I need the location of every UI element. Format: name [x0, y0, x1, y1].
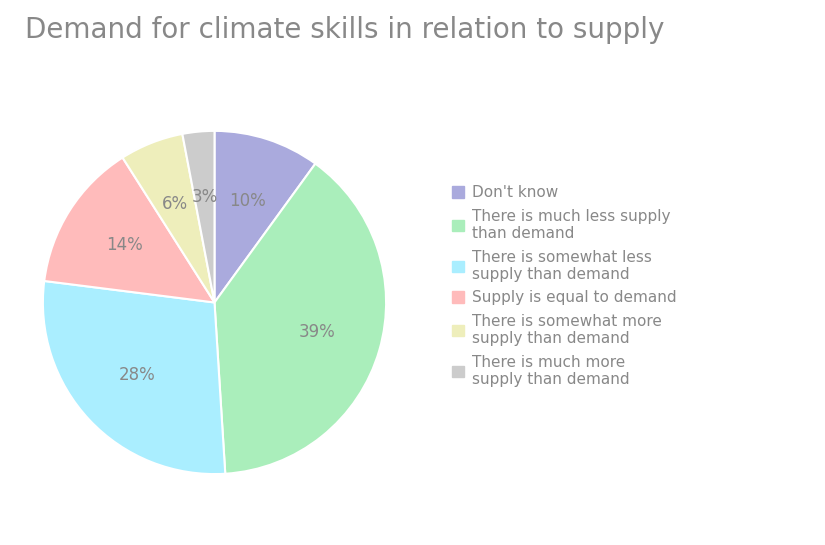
Wedge shape	[43, 281, 225, 474]
Text: 14%: 14%	[106, 237, 143, 255]
Wedge shape	[214, 131, 315, 302]
Text: 10%: 10%	[229, 192, 266, 210]
Text: 6%: 6%	[163, 195, 188, 213]
Text: Demand for climate skills in relation to supply: Demand for climate skills in relation to…	[25, 16, 664, 44]
Wedge shape	[182, 131, 214, 302]
Wedge shape	[123, 134, 214, 302]
Text: 39%: 39%	[299, 323, 335, 341]
Legend: Don't know, There is much less supply
than demand, There is somewhat less
supply: Don't know, There is much less supply th…	[445, 178, 684, 395]
Wedge shape	[45, 158, 214, 302]
Wedge shape	[214, 164, 386, 474]
Text: 3%: 3%	[191, 187, 218, 205]
Text: 28%: 28%	[119, 366, 155, 384]
